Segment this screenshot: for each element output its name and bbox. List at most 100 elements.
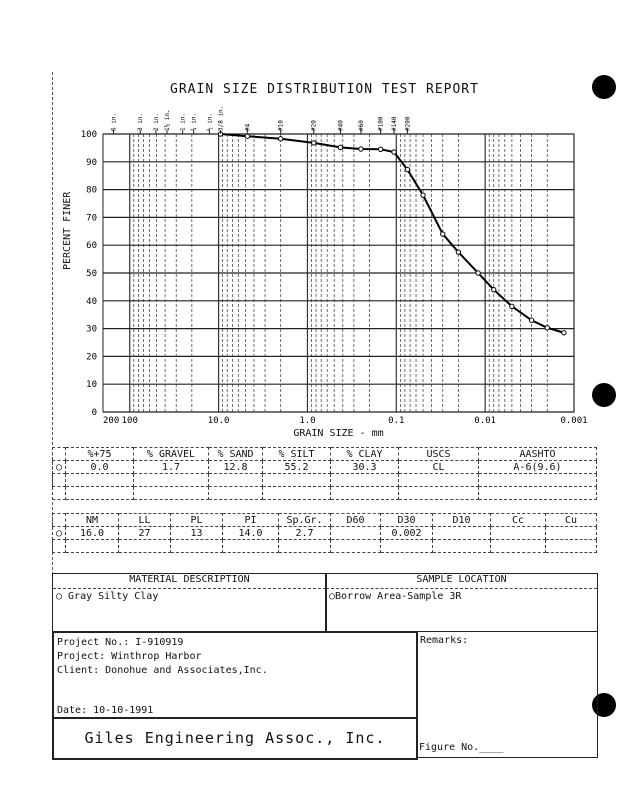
y-tick-label: 30: [86, 325, 97, 335]
x-tick-label: 0.1: [388, 416, 404, 426]
properties-table: NM LL PL PI Sp.Gr. D60 D30 D10 Cc Cu ○ 16.0 27 13 14…: [52, 513, 597, 553]
project-info: Project No.: I-910919 Project: Winthrop …: [52, 631, 418, 760]
client: Client: Donohue and Associates,Inc.: [57, 665, 268, 676]
figure-number: Figure No.____: [419, 742, 504, 753]
cell: 16.0: [65, 526, 119, 540]
y-tick-label: 40: [86, 297, 97, 307]
data-point: [358, 146, 364, 152]
material-description: MATERIAL DESCRIPTION ○ Gray Silty Clay: [52, 573, 327, 632]
data-point: [420, 192, 426, 198]
y-tick-label: 20: [86, 352, 97, 362]
material-header: MATERIAL DESCRIPTION: [53, 574, 326, 589]
company-name: Giles Engineering Assoc., Inc.: [54, 717, 416, 758]
header-cell: AASHTO: [478, 447, 597, 461]
data-point: [491, 286, 497, 293]
header-cell: LL: [118, 513, 171, 527]
data-point: [528, 317, 535, 323]
sieve-label: #40: [337, 120, 344, 131]
sieve-label: #100: [378, 116, 385, 131]
table-row: ○ 16.0 27 13 14.0 2.7 0.002: [52, 526, 597, 540]
sieve-label: #60: [358, 120, 365, 131]
data-point: [561, 330, 567, 336]
sieve-label: #200: [404, 116, 411, 131]
y-axis-label: PERCENT FINER: [62, 191, 73, 270]
sieve-label: 1½ in.: [164, 109, 171, 131]
x-axis-label: GRAIN SIZE - mm: [293, 428, 384, 439]
remarks-label: Remarks:: [420, 635, 469, 646]
x-tick-label: 100: [122, 416, 138, 426]
header-cell: % GRAVEL: [133, 447, 209, 461]
sieve-label: 3 in.: [137, 113, 144, 131]
sieve-label: 2 in.: [153, 113, 160, 131]
header-cell: USCS: [398, 447, 479, 461]
gradation-table: %+75% GRAVEL% SAND% SILT% CLAY USCS AASHTO…: [52, 447, 597, 500]
header-cell: D10: [432, 513, 491, 527]
cell: [432, 526, 491, 540]
cell: 1.7: [133, 460, 209, 474]
header-cell: Cc: [490, 513, 546, 527]
y-tick-label: 50: [86, 269, 97, 279]
data-point: [311, 140, 317, 146]
cell: 30.3: [330, 460, 399, 474]
header-cell: % SILT: [262, 447, 331, 461]
sieve-label: 6 in.: [111, 113, 118, 131]
data-point: [475, 270, 481, 276]
punch-hole: [592, 383, 616, 407]
cell: [490, 526, 546, 540]
x-tick-label: 200: [103, 416, 119, 426]
data-point: [337, 144, 344, 151]
header-cell: % CLAY: [330, 447, 399, 461]
gradation-curve: [220, 133, 565, 334]
y-tick-label: 0: [92, 408, 97, 418]
header-cell: PI: [222, 513, 279, 527]
data-point: [278, 136, 284, 142]
header-cell: D30: [380, 513, 433, 527]
punch-hole: [592, 75, 616, 99]
header-cell: PL: [170, 513, 223, 527]
y-tick-label: 70: [86, 213, 97, 223]
sieve-label: ½ in.: [206, 113, 213, 131]
y-tick-label: 60: [86, 241, 97, 251]
header-cell: D60: [330, 513, 381, 527]
sieve-label: #140: [391, 116, 398, 131]
cell: 0.002: [380, 526, 433, 540]
sieve-label: #10: [278, 120, 285, 131]
location-header: SAMPLE LOCATION: [326, 574, 597, 589]
sieve-label: ¾ in.: [191, 113, 198, 131]
cell: 0.0: [65, 460, 134, 474]
sieve-label: 3/8 in.: [217, 106, 224, 131]
page-frame: [52, 72, 598, 760]
report-title: GRAIN SIZE DISTRIBUTION TEST REPORT: [170, 82, 479, 97]
sieve-label: #20: [311, 120, 318, 131]
symbol: ○: [52, 526, 66, 540]
cell: [545, 526, 597, 540]
y-tick-label: 90: [86, 158, 97, 168]
x-tick-label: 0.001: [560, 416, 587, 426]
y-tick-label: 100: [81, 130, 97, 140]
header-cell: Sp.Gr.: [278, 513, 331, 527]
sample-location: SAMPLE LOCATION ○Borrow Area-Sample 3R: [325, 573, 598, 632]
table-row: ○ 0.0 1.7 12.8 55.2 30.3 CL A-6(9.6): [52, 460, 597, 474]
cell: 13: [170, 526, 223, 540]
cell: A-6(9.6): [478, 460, 597, 474]
data-point: [440, 231, 446, 237]
cell: [330, 526, 381, 540]
header-cell: Cu: [545, 513, 597, 527]
cell: 12.8: [208, 460, 263, 474]
data-point: [377, 146, 384, 152]
data-point: [391, 149, 397, 155]
cell: 14.0: [222, 526, 279, 540]
material-value: ○ Gray Silty Clay: [56, 591, 159, 602]
remarks-box: Remarks: Figure No.____: [416, 631, 598, 758]
sieve-label: 1 in.: [180, 113, 187, 131]
cell: CL: [398, 460, 479, 474]
cell: 2.7: [278, 526, 331, 540]
date: Date: 10-10-1991: [57, 705, 154, 716]
x-tick-label: 0.01: [474, 416, 496, 426]
sieve-label: #4: [244, 123, 251, 131]
data-point: [455, 249, 462, 255]
x-tick-label: 1.0: [299, 416, 315, 426]
data-point: [544, 325, 550, 331]
